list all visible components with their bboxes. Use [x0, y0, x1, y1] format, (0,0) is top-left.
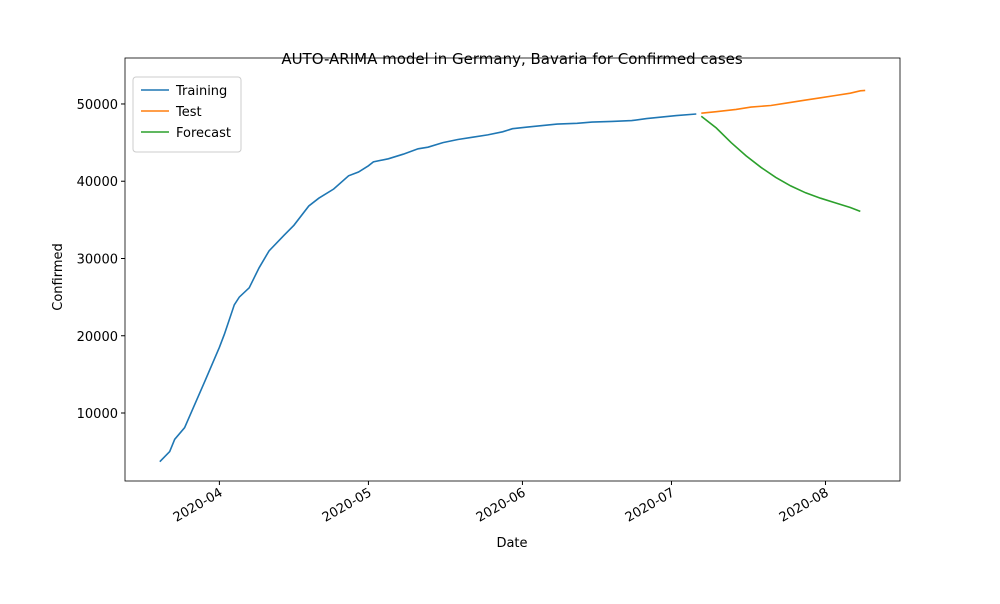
y-tick-label: 40000 — [77, 175, 118, 190]
line-series — [701, 89, 866, 114]
x-axis-label: Date — [496, 536, 527, 551]
plot-frame — [124, 57, 901, 482]
chart-title: AUTO-ARIMA model in Germany, Bavaria for… — [281, 50, 743, 68]
legend: Training Test Forecast — [132, 76, 242, 153]
line-series — [700, 115, 861, 213]
legend-box — [132, 76, 242, 153]
y-tick-label: 50000 — [77, 98, 118, 113]
legend-label: Test — [175, 105, 202, 120]
y-tick-label: 20000 — [77, 330, 118, 345]
legend-label: Training — [175, 84, 227, 99]
legend-label: Forecast — [176, 126, 231, 141]
y-tick-label: 10000 — [77, 407, 118, 422]
line-series — [159, 113, 697, 463]
y-tick-label: 30000 — [77, 252, 118, 267]
y-axis-label: Confirmed — [51, 243, 66, 311]
